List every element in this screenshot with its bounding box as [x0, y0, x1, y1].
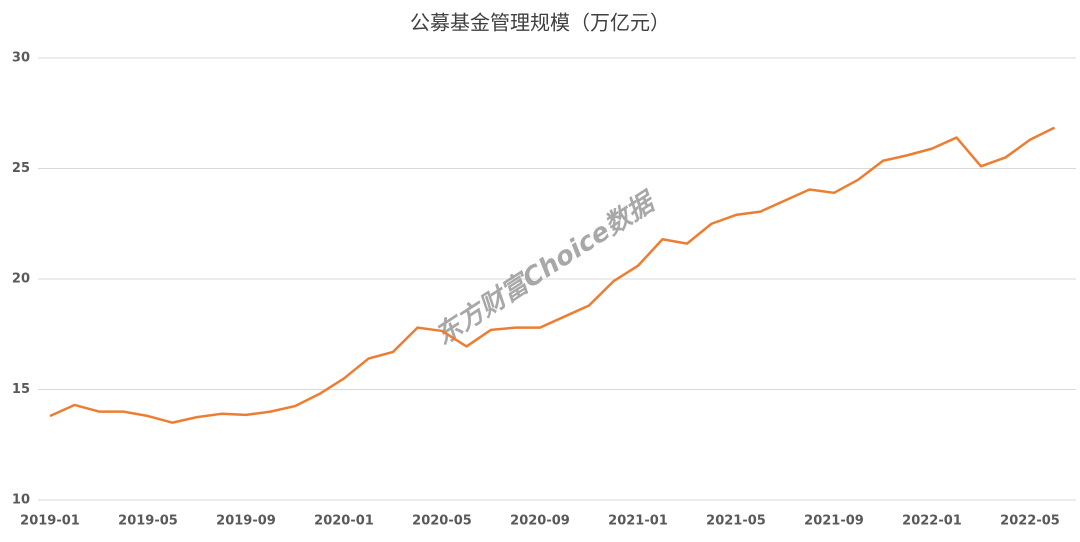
x-tick-label: 2020-09 — [510, 514, 570, 529]
x-tick-label: 2021-05 — [706, 514, 766, 529]
y-tick-label: 25 — [12, 161, 30, 176]
x-tick-label: 2022-01 — [902, 514, 962, 529]
x-tick-label: 2019-01 — [20, 514, 80, 529]
x-tick-label: 2022-05 — [1000, 514, 1060, 529]
x-tick-label: 2021-01 — [608, 514, 668, 529]
y-tick-label: 10 — [12, 493, 30, 508]
x-tick-label: 2019-09 — [216, 514, 276, 529]
x-tick-label: 2021-09 — [804, 514, 864, 529]
x-tick-label: 2020-01 — [314, 514, 374, 529]
data-line — [49, 126, 1056, 424]
chart-title: 公募基金管理规模（万亿元） — [410, 11, 670, 35]
y-tick-label: 15 — [12, 382, 30, 397]
y-tick-label: 20 — [12, 272, 30, 287]
y-tick-label: 30 — [12, 51, 30, 66]
x-tick-label: 2020-05 — [412, 514, 472, 529]
x-tick-label: 2019-05 — [118, 514, 178, 529]
watermark: 东方财富Choice数据 — [430, 186, 662, 351]
